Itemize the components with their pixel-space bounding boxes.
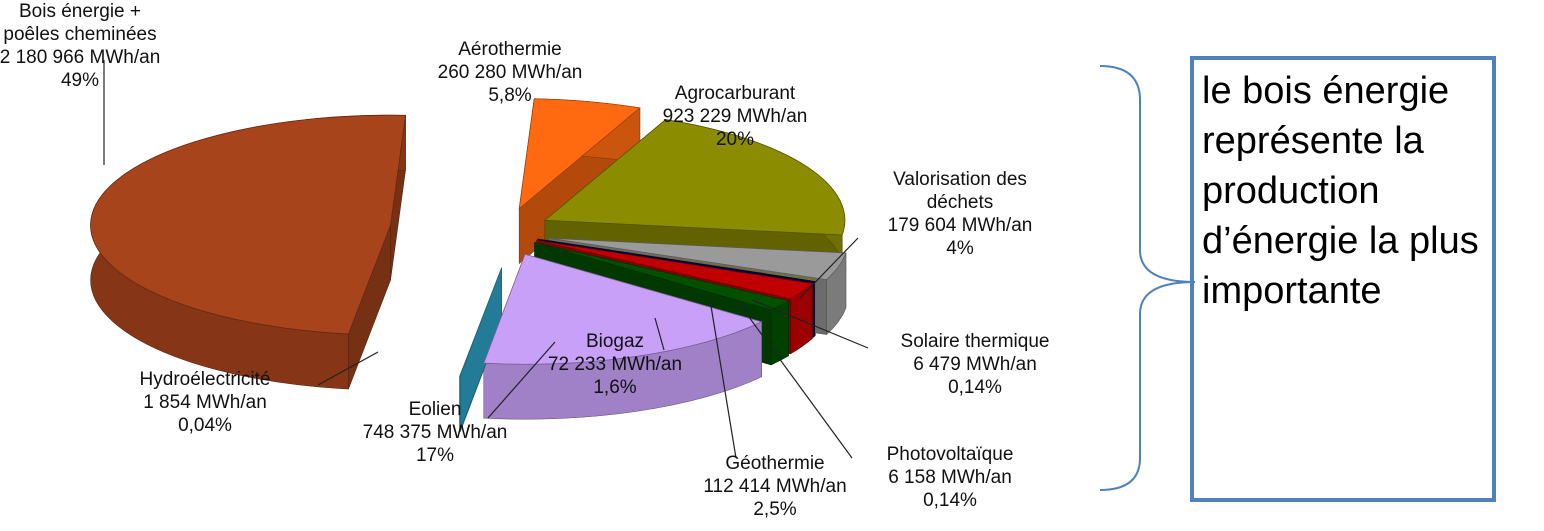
slice-name: Bois énergie + poêles cheminées [3, 1, 157, 45]
leader-line [799, 237, 859, 299]
slice-name: Hydroélectricité [139, 369, 271, 390]
slice-side [813, 280, 815, 338]
leader-line [654, 317, 665, 351]
slice-percent-label: 17% [415, 445, 455, 466]
slice [548, 237, 847, 281]
slice-value-label: 923 229 MWh/an [662, 106, 808, 127]
leader-line [709, 299, 737, 459]
leader-line [737, 301, 853, 459]
leader-line [317, 351, 379, 386]
slice-side [770, 300, 789, 366]
slice-value-label: 748 375 MWh/an [362, 422, 508, 443]
slice-percent-label: 49% [60, 70, 100, 91]
slice-value-label: 6 158 MWh/an [888, 467, 1012, 488]
slice-name: Géothermie [725, 453, 825, 474]
slice [534, 241, 790, 311]
slice-value-label: 179 604 MWh/an [887, 215, 1033, 236]
slice-value-label: 1 854 MWh/an [143, 392, 267, 413]
slice-value-label: 260 280 MWh/an [437, 62, 583, 83]
slice-value-label: 112 414 MWh/an [703, 476, 847, 497]
chart [90, 60, 869, 459]
slice-percent-label: 1,6% [593, 377, 637, 398]
slice [536, 239, 814, 300]
slice-name: Solaire thermique [900, 331, 1050, 352]
slice [518, 98, 641, 210]
slice-value-label: 72 233 MWh/an [547, 354, 683, 375]
brace [1099, 65, 1196, 491]
slice-name: Eolien [408, 399, 462, 420]
slice-side [814, 279, 816, 337]
slice [483, 253, 763, 365]
leader-line [751, 299, 869, 349]
slice-value-label: 2 180 966 MWh/an [0, 47, 161, 68]
leader-line [487, 341, 556, 419]
slice-percent-label: 0,04% [178, 415, 232, 436]
slice-name: Biogaz [585, 331, 645, 352]
note-box: le bois énergie représente la production… [1190, 56, 1496, 502]
slice-percent-label: 4% [946, 238, 974, 259]
slice-percent-label: 2,5% [753, 499, 797, 520]
slice-percent-label: 0,14% [923, 490, 977, 511]
slice-percent-label: 0,14% [948, 377, 1002, 398]
slice-value-label: 6 479 MWh/an [913, 354, 1037, 375]
slice-percent-label: 20% [715, 129, 755, 150]
slice-name: Aérothermie [458, 39, 562, 60]
slice-name: Photovoltaïque [886, 444, 1014, 465]
slice-name: Agrocarburant [674, 83, 796, 104]
slice-percent-label: 5,8% [488, 85, 532, 106]
slice-name: Valorisation des déchets [893, 169, 1027, 213]
slice [90, 114, 406, 335]
slice [543, 119, 846, 236]
slice [537, 238, 816, 283]
slice [459, 267, 503, 378]
